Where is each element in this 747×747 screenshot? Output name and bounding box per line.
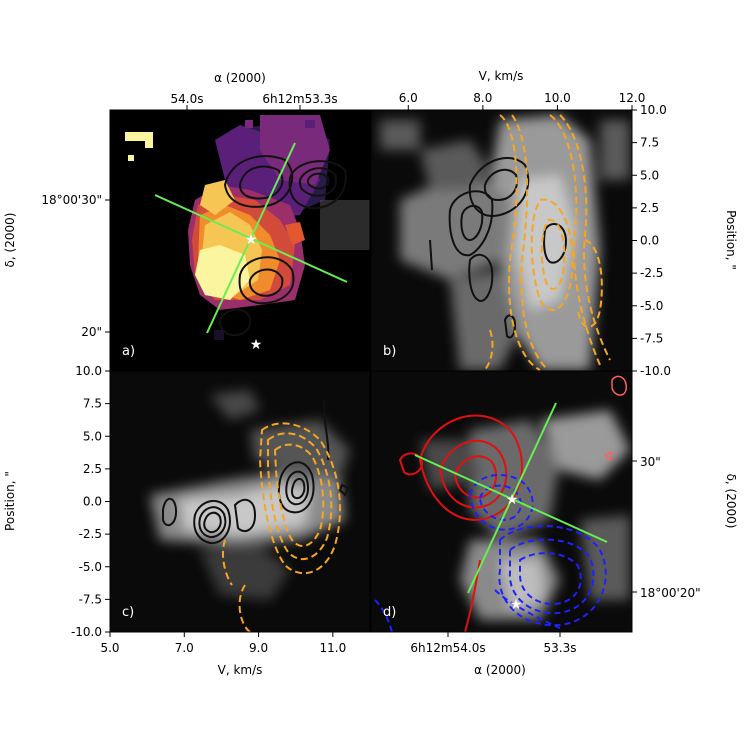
panel-c-orange-contours — [222, 422, 341, 632]
x-tick-label: 8.0 — [473, 91, 492, 105]
panel-b: b) — [371, 110, 632, 371]
y-tick-label: -2.5 — [79, 527, 102, 541]
cross-line-2 — [206, 142, 296, 334]
panel-a-heatmap — [125, 115, 370, 340]
y-axis-label: δ, (2000) — [3, 213, 17, 268]
tick-label: 30" — [640, 455, 661, 469]
tick-label: 20" — [81, 325, 102, 339]
y-tick-label: -10.0 — [640, 364, 671, 378]
y-tick-label: 0.0 — [83, 495, 102, 509]
panel-c: c) — [110, 371, 370, 632]
y-tick-label: 10.0 — [75, 364, 102, 378]
star-marker: ★ — [510, 597, 523, 613]
star-marker: ★ — [250, 337, 263, 353]
y-tick-label: 7.5 — [640, 136, 659, 150]
x-tick-label: 11.0 — [319, 641, 346, 655]
y-tick-label: -10.0 — [71, 625, 102, 639]
x-tick-label: 10.0 — [544, 91, 571, 105]
tick-label: 6h12m53.3s — [262, 92, 337, 106]
x-tick-label: 6.0 — [399, 91, 418, 105]
y-tick-label: 2.5 — [640, 201, 659, 215]
panel-b-black-contours — [429, 156, 568, 339]
tick-label: 6h12m54.0s — [410, 641, 485, 655]
x-tick-label: 5.0 — [100, 641, 119, 655]
panel-a-ticks — [105, 105, 301, 333]
y-tick-label: -5.0 — [79, 560, 102, 574]
y-tick-label: 5.0 — [83, 429, 102, 443]
star-marker: ★ — [506, 492, 519, 508]
y-axis-label: Position, " — [724, 210, 738, 270]
panel-a-contours — [218, 155, 347, 337]
y-axis-label: Position, " — [3, 471, 17, 531]
panel-a: ★ ★ a) 54.0s 6h12m53.3s 18°00'30" 20" α … — [3, 71, 370, 371]
cross-line-2 — [467, 402, 557, 594]
panel-d-ticks — [447, 460, 637, 637]
y-tick-label: 10.0 — [640, 103, 667, 117]
panel-c-ticks: 5.0 7.0 9.0 11.0 10.0 7.5 5.0 2.5 0.0 -2.5 -5.0 -7.… — [71, 364, 346, 655]
x-tick-label: 12.0 — [619, 91, 646, 105]
x-axis-label: α (2000) — [474, 663, 526, 677]
panel-a-cross-lines — [154, 142, 348, 334]
panel-d-red-minor-contours — [603, 375, 627, 462]
x-axis-label: V, km/s — [479, 69, 524, 83]
y-tick-label: -2.5 — [640, 266, 663, 280]
y-tick-label: -5.0 — [640, 299, 663, 313]
panel-d-heatmap — [420, 410, 630, 620]
y-axis-label: δ, (2000) — [724, 474, 738, 529]
y-tick-label: 0.0 — [640, 234, 659, 248]
y-tick-label: 2.5 — [83, 462, 102, 476]
y-tick-label: -7.5 — [79, 592, 102, 606]
y-tick-label: 7.5 — [83, 397, 102, 411]
tick-label: 53.3s — [544, 641, 577, 655]
x-tick-label: 9.0 — [249, 641, 268, 655]
panel-d-label: d) — [383, 605, 396, 620]
panel-d-blue-contours — [374, 474, 607, 632]
y-tick-label: 5.0 — [640, 168, 659, 182]
panel-b-label: b) — [383, 344, 396, 359]
panel-d-cross-lines — [414, 402, 608, 594]
tick-label: 18°00'20" — [640, 586, 701, 600]
tick-label: 54.0s — [171, 92, 204, 106]
x-tick-label: 7.0 — [175, 641, 194, 655]
panel-a-label: a) — [122, 344, 135, 359]
panel-frames — [109, 109, 633, 633]
panel-c-black-contours — [162, 399, 350, 545]
x-axis-label: V, km/s — [218, 663, 263, 677]
x-axis-label: α (2000) — [214, 71, 266, 85]
panel-d: ★ ★ d) 6h12m54.0s 53.3s 30" 18°00'20" α … — [371, 371, 738, 677]
star-marker: ★ — [245, 232, 258, 248]
panel-b-orange-contours — [484, 114, 611, 371]
panel-c-label: c) — [122, 605, 134, 620]
panel-b-ticks: 6.0 8.0 10.0 12.010.07.55.02.50.0-2.5-5.0-7… — [399, 91, 671, 378]
tick-label: 18°00'30" — [41, 193, 102, 207]
y-tick-label: -7.5 — [640, 331, 663, 345]
